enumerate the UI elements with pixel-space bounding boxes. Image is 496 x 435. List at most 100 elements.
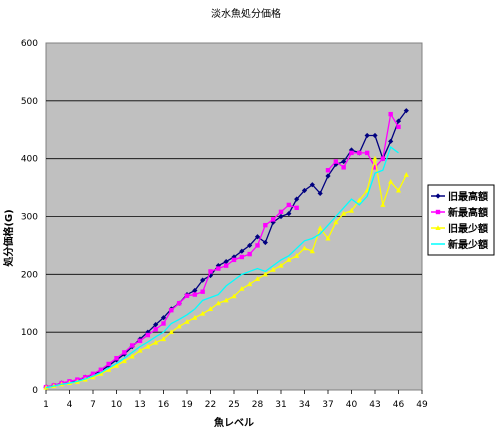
data-point bbox=[160, 336, 167, 342]
data-point bbox=[309, 182, 315, 188]
data-point bbox=[137, 347, 143, 353]
data-point bbox=[325, 235, 331, 241]
data-point bbox=[200, 289, 205, 294]
data-point bbox=[145, 329, 151, 335]
series-line bbox=[327, 112, 400, 171]
data-point bbox=[129, 353, 135, 359]
data-point bbox=[207, 306, 214, 312]
data-point bbox=[200, 277, 206, 283]
data-point bbox=[262, 271, 268, 277]
data-point bbox=[208, 269, 213, 274]
data-point bbox=[153, 327, 158, 332]
x-tick-label: 4 bbox=[67, 400, 73, 410]
y-tick-label: 100 bbox=[21, 328, 38, 338]
data-point bbox=[106, 361, 111, 367]
x-axis-ticks: 1 4 7 10 13 16 19 22 25 28 31 34 37 40 43 46 49 bbox=[43, 390, 428, 410]
x-tick-label: 40 bbox=[346, 400, 358, 410]
data-point bbox=[98, 367, 104, 372]
data-point bbox=[145, 343, 151, 349]
data-point bbox=[231, 257, 237, 263]
data-point bbox=[254, 276, 261, 281]
data-point bbox=[90, 374, 96, 380]
data-point bbox=[357, 150, 362, 156]
legend-label: 新最高額 bbox=[448, 206, 488, 219]
data-point bbox=[168, 329, 174, 335]
data-point bbox=[388, 138, 394, 144]
data-point bbox=[216, 266, 221, 271]
legend-item: 旧最高額 bbox=[431, 190, 488, 203]
x-axis-title: 魚レベル bbox=[214, 416, 254, 429]
data-point bbox=[380, 156, 386, 161]
data-point bbox=[372, 132, 378, 139]
data-point bbox=[247, 281, 253, 287]
y-tick-label: 500 bbox=[21, 97, 38, 107]
x-tick-label: 28 bbox=[252, 400, 264, 410]
data-point bbox=[270, 217, 276, 222]
data-point bbox=[294, 205, 299, 211]
data-point bbox=[294, 253, 300, 258]
data-point bbox=[98, 371, 104, 376]
data-point bbox=[192, 314, 198, 320]
data-point bbox=[396, 124, 401, 130]
data-point bbox=[106, 366, 112, 372]
data-point bbox=[286, 211, 292, 217]
x-tick-label: 10 bbox=[111, 400, 123, 410]
data-point bbox=[364, 150, 370, 156]
data-point bbox=[113, 362, 120, 368]
data-point bbox=[153, 339, 159, 345]
x-tick-label: 7 bbox=[90, 400, 96, 410]
data-point bbox=[137, 338, 143, 344]
data-point bbox=[263, 222, 268, 228]
data-point bbox=[403, 172, 409, 177]
data-point bbox=[286, 202, 292, 208]
legend-label: 旧最少額 bbox=[448, 222, 488, 235]
x-tick-label: 19 bbox=[181, 400, 193, 410]
data-point bbox=[372, 155, 378, 161]
data-point bbox=[341, 165, 346, 170]
data-point bbox=[176, 301, 182, 306]
data-point bbox=[169, 307, 174, 313]
legend-marker bbox=[435, 209, 441, 215]
x-tick-label: 34 bbox=[299, 400, 311, 410]
y-axis-ticks: 0 100 200 300 400 500 600 bbox=[21, 39, 38, 396]
legend-item: 旧最少額 bbox=[431, 222, 488, 235]
y-tick-label: 200 bbox=[21, 270, 38, 280]
legend-label: 旧最高額 bbox=[448, 190, 488, 203]
data-point bbox=[325, 168, 331, 173]
legend-marker bbox=[435, 225, 441, 230]
series-3 bbox=[43, 155, 409, 390]
data-point bbox=[122, 350, 127, 355]
legend-label: 新最少額 bbox=[448, 238, 488, 251]
data-point bbox=[388, 111, 393, 117]
data-point bbox=[395, 187, 402, 193]
data-point bbox=[247, 242, 253, 249]
series-2 bbox=[325, 111, 401, 173]
data-point bbox=[223, 297, 229, 303]
data-point bbox=[341, 210, 347, 216]
y-axis-title: 処分価格(G) bbox=[2, 209, 15, 267]
chart-title: 淡水魚処分価格 bbox=[211, 7, 281, 20]
x-tick-label: 37 bbox=[322, 400, 333, 410]
data-point bbox=[372, 165, 378, 170]
x-tick-label: 46 bbox=[393, 400, 405, 410]
data-point bbox=[114, 355, 119, 361]
data-point bbox=[153, 322, 159, 328]
data-point bbox=[403, 108, 409, 114]
data-point bbox=[341, 158, 347, 165]
series-4 bbox=[45, 146, 399, 389]
data-point bbox=[160, 315, 167, 321]
data-point bbox=[348, 207, 355, 213]
data-point bbox=[301, 187, 308, 194]
data-point bbox=[90, 371, 96, 377]
data-point bbox=[145, 332, 151, 338]
data-point bbox=[184, 318, 190, 324]
data-point bbox=[317, 190, 323, 196]
y-tick-label: 300 bbox=[21, 213, 38, 223]
data-point bbox=[270, 266, 276, 272]
legend-item: 新最高額 bbox=[431, 206, 488, 219]
data-point bbox=[333, 219, 339, 225]
data-point bbox=[333, 159, 339, 164]
x-tick-label: 31 bbox=[275, 400, 286, 410]
